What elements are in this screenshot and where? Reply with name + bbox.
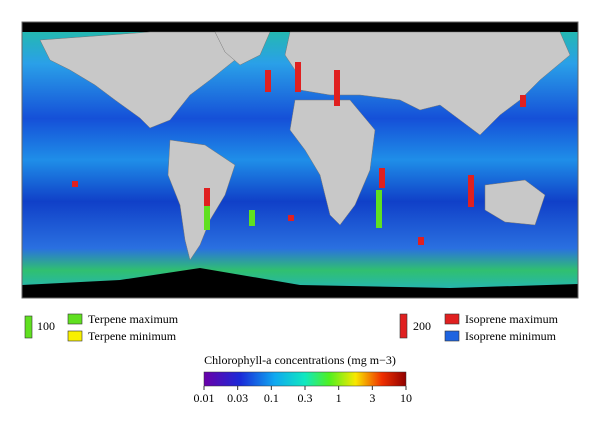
legend-label: Terpene minimum (88, 329, 177, 343)
colorbar-tick-label: 0.03 (227, 391, 248, 405)
isoprene-bar (265, 70, 271, 92)
isoprene-bar (468, 175, 474, 207)
map-bars (72, 62, 526, 245)
greenland (214, 31, 271, 66)
colorbar-tick-label: 0.3 (298, 391, 313, 405)
terpene-bar (249, 210, 255, 226)
terpene-scale-bar (24, 315, 33, 339)
africa (289, 99, 376, 226)
colorbar-tick-label: 3 (369, 391, 375, 405)
australia (484, 179, 546, 226)
terpene-bar (376, 190, 382, 228)
isoprene-bar (379, 168, 385, 188)
map (21, 21, 579, 299)
legend: 100 Terpene maximum Terpene minimum 200 … (24, 312, 559, 343)
terpene-scale: 100 (37, 319, 55, 333)
colorbar-tick-label: 10 (400, 391, 412, 405)
colorbar-title: Chlorophyll-a concentrations (mg m−3) (204, 353, 396, 367)
isoprene-bar (288, 215, 294, 221)
terpene-bar (204, 206, 210, 230)
isoprene-scale: 200 (413, 319, 431, 333)
isoprene-bar (418, 237, 424, 245)
legend-label: Terpene maximum (88, 312, 179, 326)
colorbar-tick-label: 1 (336, 391, 342, 405)
colorbar-tick-label: 0.1 (264, 391, 279, 405)
isoprene-scale-bar (399, 313, 408, 339)
colorbar: Chlorophyll-a concentrations (mg m−3) 0.… (194, 353, 413, 405)
swatch (67, 330, 83, 342)
south-america (167, 139, 236, 261)
swatch (444, 330, 460, 342)
isoprene-bar (520, 95, 526, 107)
swatch (444, 313, 460, 325)
isoprene-bar (334, 70, 340, 106)
legend-label: Isoprene maximum (465, 312, 559, 326)
arctic (22, 22, 578, 32)
colorbar-gradient (203, 371, 407, 387)
isoprene-bar (72, 181, 78, 187)
isoprene-bar (295, 62, 301, 92)
antarctica (22, 268, 578, 298)
swatch (67, 313, 83, 325)
isoprene-bar (204, 188, 210, 216)
colorbar-tick-label: 0.01 (194, 391, 215, 405)
map-frame (21, 21, 579, 299)
legend-label: Isoprene minimum (465, 329, 557, 343)
